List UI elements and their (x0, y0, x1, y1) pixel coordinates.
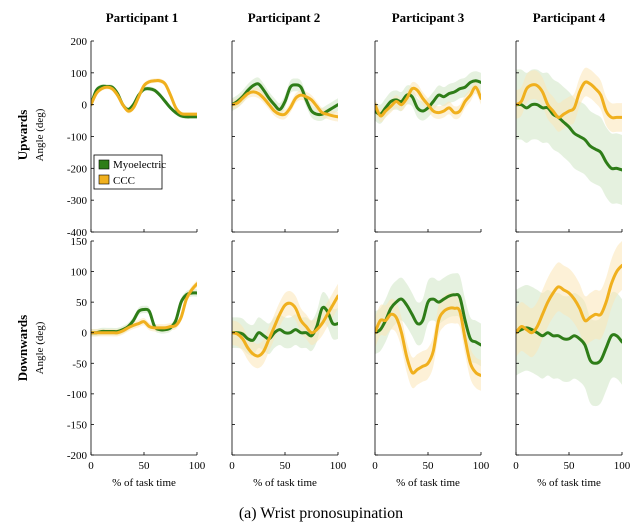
panel-upwards-3-data (375, 71, 481, 124)
x-tick-label: 100 (473, 460, 490, 472)
panel-upwards-1: 200 100 0 -100 -200 -300 -400 (67, 36, 198, 239)
x-tick-label: 50 (139, 460, 151, 472)
panel-upwards-2-line-ccc (232, 90, 338, 119)
y-tick-label: -100 (67, 132, 88, 144)
panel-downwards-4-band-ccc (516, 241, 622, 358)
panel-downwards-2-line-ccc (232, 294, 338, 358)
panel-upwards-3-line-ccc (375, 85, 481, 118)
column-title-3: Participant 3 (392, 10, 465, 25)
column-title-4: Participant 4 (533, 10, 606, 25)
y-tick-label: -150 (67, 419, 88, 431)
panel-upwards-2-band-ccc (232, 87, 338, 122)
panel-downwards-4-line-ccc (516, 263, 622, 335)
x-tick-label: 50 (564, 460, 576, 472)
x-axis-label: % of task time (112, 477, 176, 489)
legend-swatch-myoelectric (98, 159, 110, 170)
x-tick-label: 0 (88, 460, 94, 472)
panel-upwards-3 (374, 40, 482, 233)
panel-downwards-1-data (91, 280, 197, 337)
column-title-2: Participant 2 (248, 10, 321, 25)
legend-label-myoelectric: Myoelectric (113, 159, 166, 171)
y-tick-label: -200 (67, 450, 88, 462)
panel-upwards-4 (515, 40, 623, 233)
y-tick-label: -50 (72, 358, 87, 370)
y-tick-label: 50 (76, 297, 88, 309)
panel-upwards-2 (231, 40, 339, 233)
x-tick-label: 0 (372, 460, 378, 472)
row-title-downwards: Downwards (15, 315, 30, 381)
row-titles: Upwards Angle (deg) Downwards Angle (deg… (15, 108, 46, 381)
panel-upwards-1-data (91, 78, 197, 120)
panel-downwards-3-band-ccc (375, 292, 481, 391)
y-tick-label: -100 (67, 389, 88, 401)
panel-downwards-2-data (232, 283, 338, 369)
x-tick-label: 100 (189, 460, 206, 472)
column-title-1: Participant 1 (106, 10, 179, 25)
x-axis-label: % of task time (253, 477, 317, 489)
y-tick-label: 100 (71, 267, 88, 279)
x-tick-label: 0 (513, 460, 519, 472)
y-tick-label: -400 (67, 227, 88, 239)
x-tick-label: 50 (423, 460, 435, 472)
legend-label-ccc: CCC (113, 175, 135, 187)
y-tick-label: 100 (71, 68, 88, 80)
panel-upwards-1-line-ccc (91, 79, 197, 116)
row-title-upwards: Upwards (15, 110, 30, 161)
x-tick-label: 100 (614, 460, 631, 472)
y-tick-label: -300 (67, 195, 88, 207)
panel-downwards-3-line-ccc (375, 306, 481, 378)
panel-upwards-3-line-myoelectric (375, 79, 481, 116)
x-tick-label: 100 (330, 460, 347, 472)
y-axis-label-downwards: Angle (deg) (34, 321, 46, 374)
panel-downwards-3-data (375, 273, 481, 391)
panel-upwards-2-line-myoelectric (232, 82, 338, 117)
legend: Myoelectric CCC (93, 154, 166, 190)
y-tick-label: 200 (71, 36, 88, 48)
panel-downwards-2: 0 50 100 % of task time (229, 240, 347, 489)
panel-upwards-4-band-ccc (516, 67, 622, 133)
x-axis-label: % of task time (396, 477, 460, 489)
figure-caption: (a) Wrist pronosupination (239, 505, 403, 522)
column-titles: Participant 1 Participant 2 Participant … (106, 10, 606, 25)
y-tick-label: 150 (71, 236, 88, 248)
x-tick-label: 50 (280, 460, 292, 472)
y-tick-label: -200 (67, 163, 88, 175)
y-tick-label: 0 (82, 328, 88, 340)
x-axis-label: % of task time (537, 477, 601, 489)
panel-upwards-2-data (232, 77, 338, 122)
panel-downwards-4-data (516, 241, 622, 407)
panel-upwards-4-line-ccc (516, 80, 622, 120)
panel-downwards-4: 0 50 100 % of task time (513, 240, 631, 489)
y-axis-label-upwards: Angle (deg) (34, 108, 46, 161)
panel-upwards-4-line-myoelectric (516, 102, 622, 172)
panel-downwards-3-line-myoelectric (375, 293, 481, 347)
panel-downwards-3: 0 50 100 % of task time (372, 240, 490, 489)
panel-downwards-2-band-ccc (232, 283, 338, 369)
x-tick-label: 0 (229, 460, 235, 472)
y-tick-label: 0 (82, 100, 88, 112)
panel-upwards-4-data (516, 67, 622, 205)
legend-swatch-ccc (98, 174, 110, 185)
panel-downwards-1-line-ccc (91, 282, 197, 335)
panel-downwards-2-line-myoelectric (232, 305, 338, 342)
